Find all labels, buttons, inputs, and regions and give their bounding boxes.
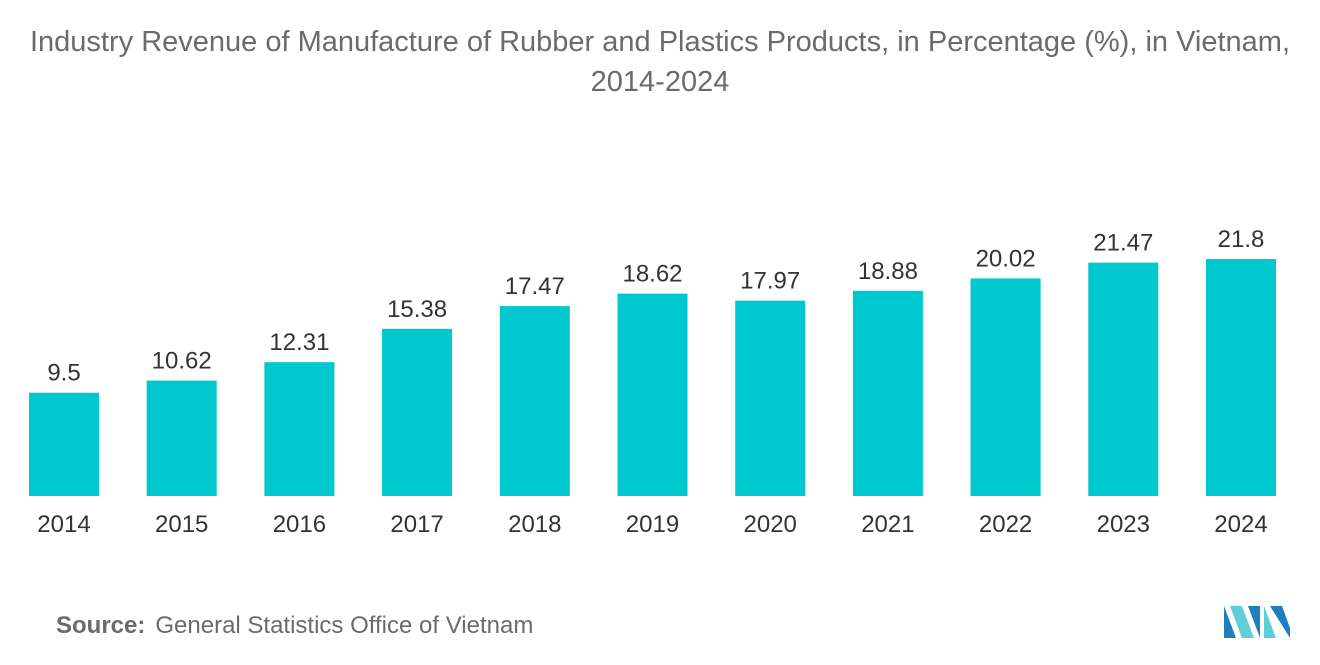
value-label-2015: 10.62 — [152, 348, 212, 375]
bar-2023 — [1088, 262, 1159, 496]
x-tick-label-2015: 2015 — [155, 511, 208, 538]
x-tick-label-2024: 2024 — [1214, 511, 1267, 538]
value-label-2023: 21.47 — [1093, 230, 1153, 257]
source-note: Source: General Statistics Office of Viet… — [56, 612, 533, 640]
mordor-intelligence-logo-icon — [1224, 606, 1290, 638]
value-label-2022: 20.02 — [976, 245, 1036, 272]
x-tick-label-2020: 2020 — [744, 511, 797, 538]
value-label-2016: 12.31 — [269, 329, 329, 356]
value-label-2017: 15.38 — [387, 296, 447, 323]
source-text: General Statistics Office of Vietnam — [155, 612, 534, 639]
x-tick-label-2016: 2016 — [273, 511, 326, 538]
bar-2021 — [852, 290, 923, 496]
x-tick-label-2018: 2018 — [508, 511, 561, 538]
bar-chart: 9.5 10.62 12.31 15.38 17.47 18.62 17.97 18.88 20… — [29, 226, 1276, 538]
value-labels-group: 9.5 10.62 12.31 15.38 17.47 18.62 17.97 18.88 20… — [47, 226, 1264, 387]
bar-2016 — [264, 362, 335, 496]
value-label-2020: 17.97 — [740, 268, 800, 295]
x-tick-label-2014: 2014 — [37, 511, 90, 538]
x-tick-label-2021: 2021 — [861, 511, 914, 538]
x-tick-label-2022: 2022 — [979, 511, 1032, 538]
x-tick-label-2019: 2019 — [626, 511, 679, 538]
bar-2018 — [499, 306, 570, 496]
bar-2017 — [382, 328, 453, 496]
value-label-2019: 18.62 — [622, 261, 682, 288]
x-tick-label-2023: 2023 — [1097, 511, 1150, 538]
source-label: Source: — [56, 612, 146, 639]
bars-group — [29, 259, 1276, 496]
bar-2019 — [617, 293, 688, 496]
x-tick-label-2017: 2017 — [390, 511, 443, 538]
x-tick-labels-group: 2014 2015 2016 2017 2018 2019 2020 2021 2022 2023… — [37, 511, 1267, 538]
value-label-2021: 18.88 — [858, 258, 918, 285]
bar-2024 — [1206, 259, 1276, 496]
bar-2020 — [735, 300, 806, 496]
bar-2014 — [29, 392, 99, 496]
chart-title: Industry Revenue of Manufacture of Rubbe… — [29, 26, 1290, 98]
bar-2015 — [146, 380, 217, 496]
value-label-2024: 21.8 — [1218, 226, 1265, 253]
bar-2022 — [970, 278, 1041, 496]
value-label-2018: 17.47 — [505, 273, 565, 300]
value-label-2014: 9.5 — [47, 360, 80, 387]
